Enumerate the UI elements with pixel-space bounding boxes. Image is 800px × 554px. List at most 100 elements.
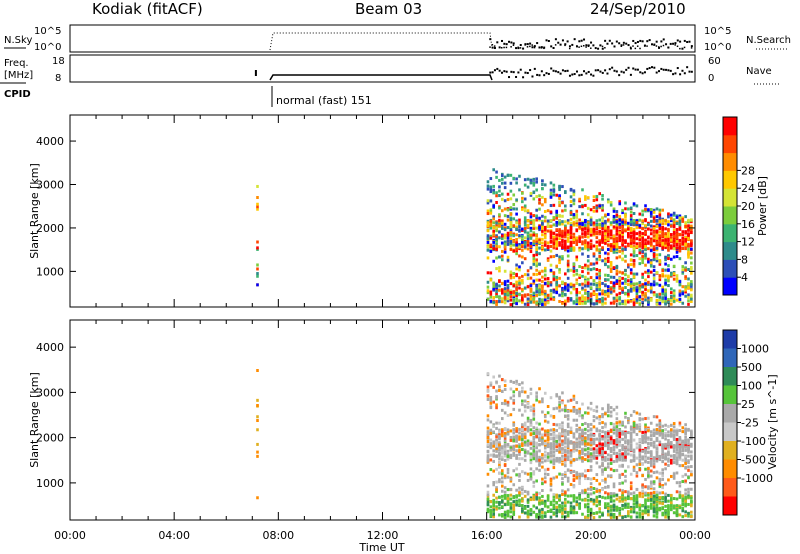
heatmap-cell: [492, 221, 495, 225]
heatmap-cell: [609, 505, 613, 509]
heatmap-cell: [492, 191, 495, 195]
heatmap-cell: [509, 453, 513, 457]
heatmap-cell: [558, 435, 561, 439]
heatmap-cell: [558, 446, 561, 450]
heatmap-cell: [489, 444, 493, 448]
heatmap-cell: [618, 255, 622, 259]
heatmap-cell: [612, 408, 616, 412]
heatmap-cell: [670, 298, 673, 302]
heatmap-cell: [667, 268, 670, 272]
heatmap-cell: [549, 508, 553, 512]
heatmap-cell: [535, 239, 538, 243]
heatmap-cell: [598, 292, 601, 296]
heatmap-cell: [649, 430, 653, 434]
heatmap-cell: [581, 205, 584, 209]
heatmap-cell: [535, 426, 538, 430]
nsky-point: [583, 44, 585, 47]
nsky-scatter: [489, 38, 693, 50]
heatmap-cell: [621, 516, 624, 520]
heatmap-cell: [529, 461, 533, 465]
heatmap-cell: [598, 515, 601, 519]
heatmap-cell: [572, 214, 576, 218]
heatmap-cell: [489, 505, 493, 509]
heatmap-cell: [561, 427, 564, 431]
heatmap-cell: [609, 229, 613, 233]
heatmap-cell: [569, 430, 573, 434]
heatmap-cell: [575, 242, 579, 246]
heatmap-cell: [604, 227, 607, 231]
heatmap-cell: [518, 435, 521, 439]
freq-point: [629, 73, 632, 76]
heatmap-cell: [629, 432, 633, 436]
heatmap-cell: [572, 269, 576, 273]
heatmap-cell: [503, 298, 507, 302]
heatmap-cell: [555, 439, 559, 443]
heatmap-cell: [661, 454, 665, 458]
heatmap-cell: [564, 438, 567, 442]
heatmap-cell: [486, 503, 490, 507]
heatmap-cell: [635, 245, 639, 249]
heatmap-cell: [564, 501, 567, 505]
heatmap-cell: [538, 284, 541, 288]
heatmap-cell: [526, 509, 530, 513]
heatmap-cell: [652, 431, 656, 435]
heatmap-cell: [529, 241, 533, 245]
heatmap-cell: [518, 242, 521, 246]
heatmap-cell: [638, 262, 642, 266]
heatmap-cell: [584, 448, 587, 452]
heatmap-cell: [566, 296, 570, 300]
heatmap-cell: [649, 453, 653, 457]
heatmap-cell: [690, 247, 693, 251]
heatmap-cell: [690, 242, 693, 246]
heatmap-cell: [515, 500, 518, 504]
heatmap-cell: [532, 292, 536, 296]
heatmap-cell: [629, 436, 633, 440]
heatmap-cell: [618, 496, 622, 500]
heatmap-cell: [655, 490, 659, 494]
heatmap-cell: [624, 411, 627, 415]
heatmap-cell: [589, 233, 593, 237]
heatmap-cell: [546, 277, 550, 281]
heatmap-cell: [518, 265, 521, 269]
nsky-point: [679, 40, 682, 43]
heatmap-cell: [256, 246, 259, 250]
heatmap-cell: [672, 277, 676, 281]
heatmap-cell: [624, 220, 627, 224]
heatmap-cell: [624, 455, 627, 459]
heatmap-cell: [500, 234, 504, 238]
heatmap-cell: [632, 247, 636, 251]
heatmap-cell: [609, 458, 613, 462]
heatmap-cell: [512, 240, 516, 244]
heatmap-cell: [572, 511, 576, 515]
nsky-point: [660, 45, 662, 48]
heatmap-cell: [541, 246, 544, 250]
colorbar-tick-label: 24: [741, 182, 755, 195]
heatmap-cell: [535, 467, 538, 471]
heatmap-cell: [498, 185, 501, 189]
heatmap-cell: [549, 244, 553, 248]
heatmap-cell: [552, 255, 556, 259]
heatmap-cell: [652, 258, 656, 262]
heatmap-cell: [532, 403, 536, 407]
nsky-left-tick-bottom: 10^0: [34, 42, 61, 53]
heatmap-cell: [606, 509, 610, 513]
heatmap-cell: [652, 245, 656, 249]
heatmap-cell: [552, 217, 556, 221]
heatmap-cell: [541, 400, 544, 404]
heatmap-cell: [561, 439, 564, 443]
heatmap-cell: [655, 498, 659, 502]
heatmap-cell: [535, 450, 538, 454]
heatmap-cell: [515, 382, 518, 386]
heatmap-cell: [538, 463, 541, 467]
heatmap-cell: [598, 285, 601, 289]
heatmap-cell: [509, 502, 513, 506]
heatmap-cell: [535, 293, 538, 297]
heatmap-cell: [586, 459, 590, 463]
heatmap-cell: [638, 454, 642, 458]
cpid-mode: normal (fast) 151: [276, 94, 372, 107]
heatmap-cell: [518, 228, 521, 232]
heatmap-cell: [543, 215, 547, 219]
heatmap-cell: [498, 206, 501, 210]
heatmap-cell: [521, 278, 524, 282]
heatmap-cell: [569, 449, 573, 453]
